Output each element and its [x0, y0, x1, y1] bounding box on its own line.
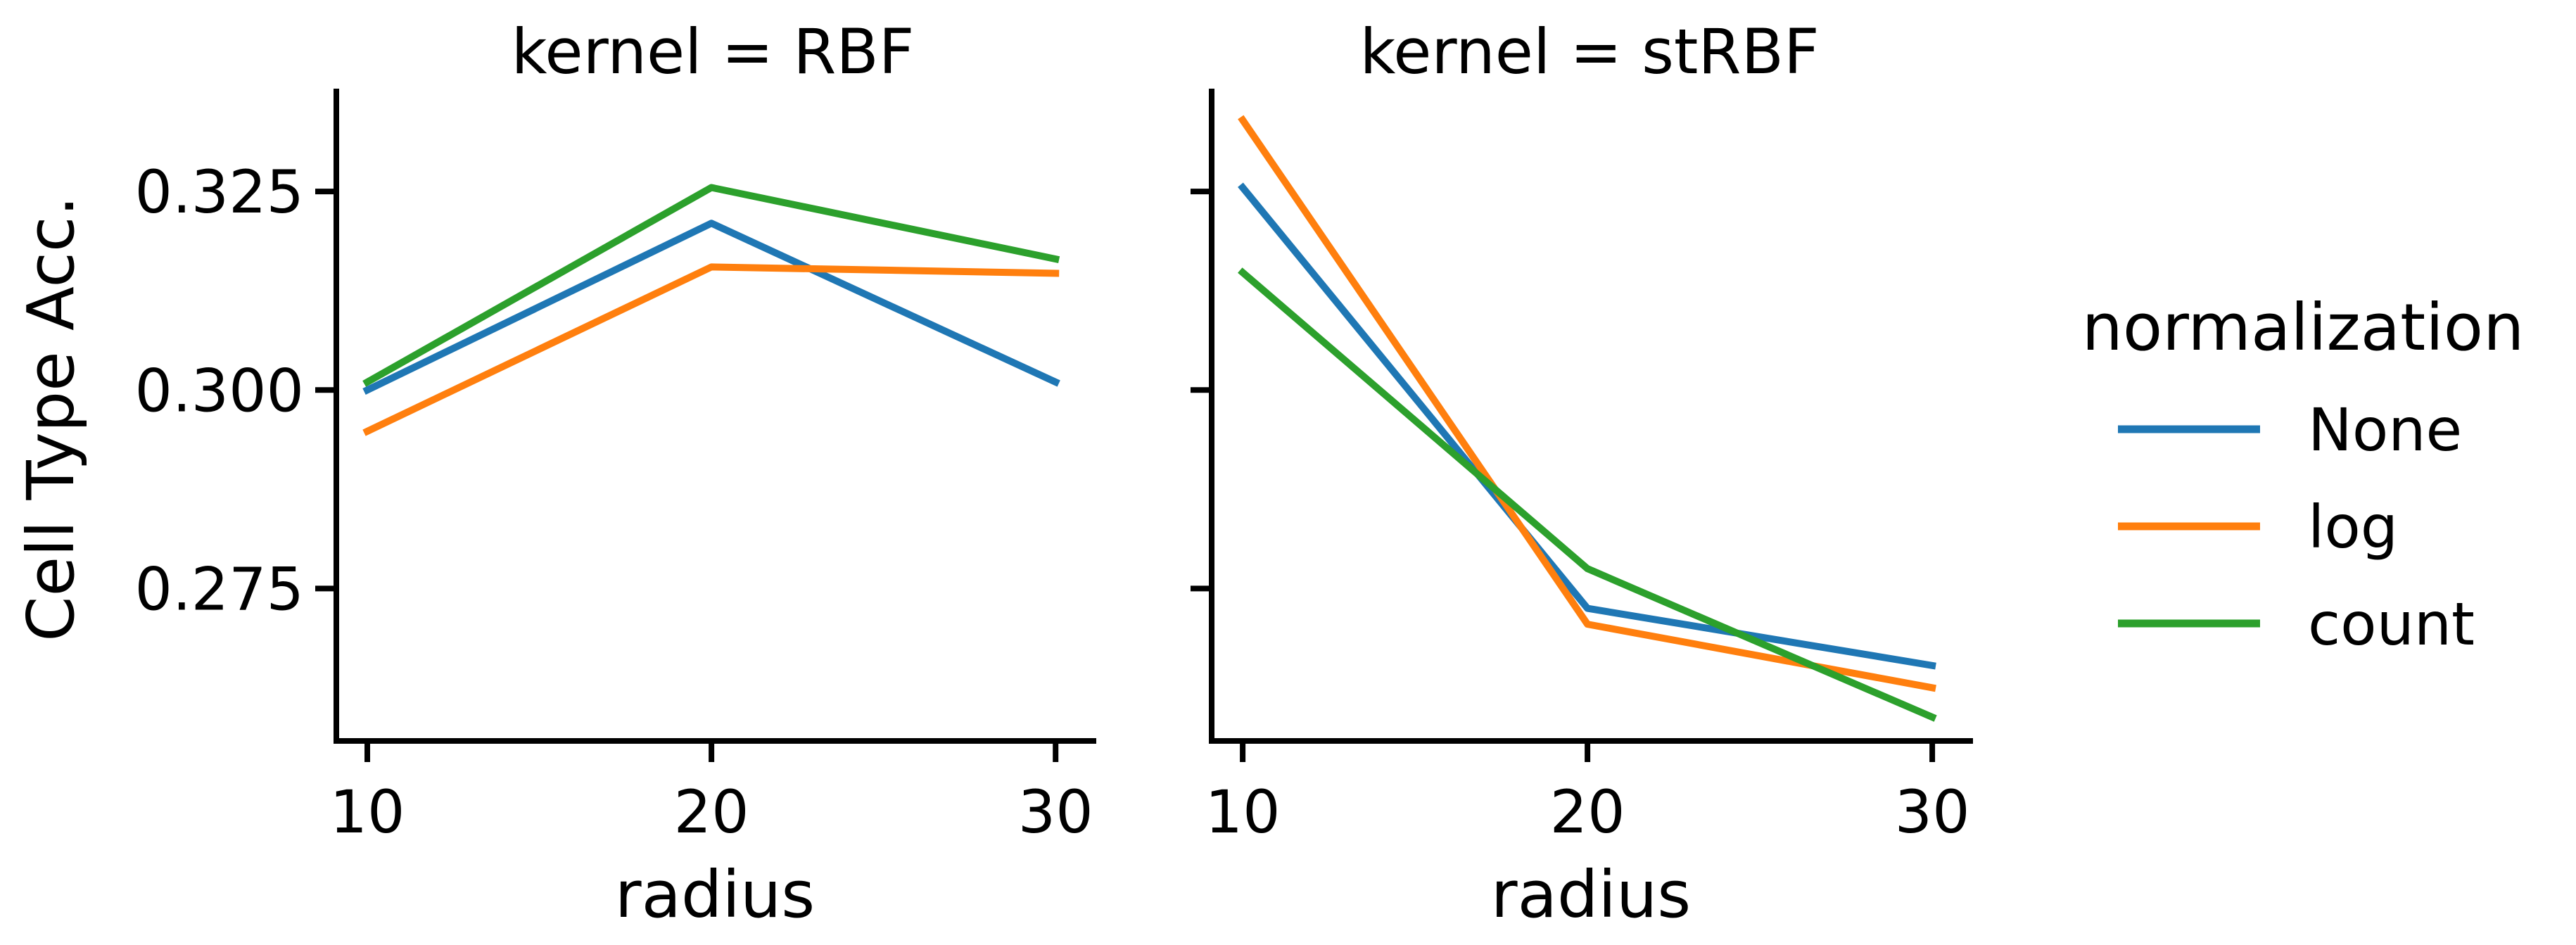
legend: normalization None log count: [2082, 290, 2525, 659]
panel-title: kernel = RBF: [512, 15, 915, 88]
x-tick-label: 30: [1018, 778, 1093, 846]
legend-label: None: [2308, 395, 2462, 464]
series-line-log: [362, 263, 1060, 436]
legend-label: log: [2308, 493, 2398, 562]
series-line-count: [362, 184, 1060, 387]
legend-label: count: [2308, 590, 2475, 659]
series-line-log: [1238, 115, 1936, 692]
y-axis-label: Cell Type Acc.: [13, 196, 89, 642]
y-tick-label: 0.300: [135, 356, 304, 425]
x-tick-label: 10: [330, 778, 405, 846]
x-tick-label: 20: [1550, 778, 1625, 846]
x-axis-label: radius: [615, 857, 815, 932]
panel-rbf: kernel = RBF 0.275 0.300 0.325 10 20 30 radius: [135, 15, 1096, 932]
legend-title: normalization: [2082, 290, 2525, 365]
panel-strbf: kernel = stRBF 10 20 30 radius: [1191, 15, 1973, 932]
x-tick-label: 30: [1895, 778, 1970, 846]
x-tick-label: 10: [1205, 778, 1281, 846]
x-tick-label: 20: [674, 778, 749, 846]
y-tick-label: 0.325: [135, 158, 304, 227]
series-line-none: [1238, 182, 1936, 670]
panel-title: kernel = stRBF: [1359, 15, 1819, 88]
x-axis-label: radius: [1491, 857, 1691, 932]
y-tick-label: 0.275: [135, 554, 304, 623]
series-line-none: [362, 220, 1060, 395]
series-line-count: [1238, 267, 1937, 722]
